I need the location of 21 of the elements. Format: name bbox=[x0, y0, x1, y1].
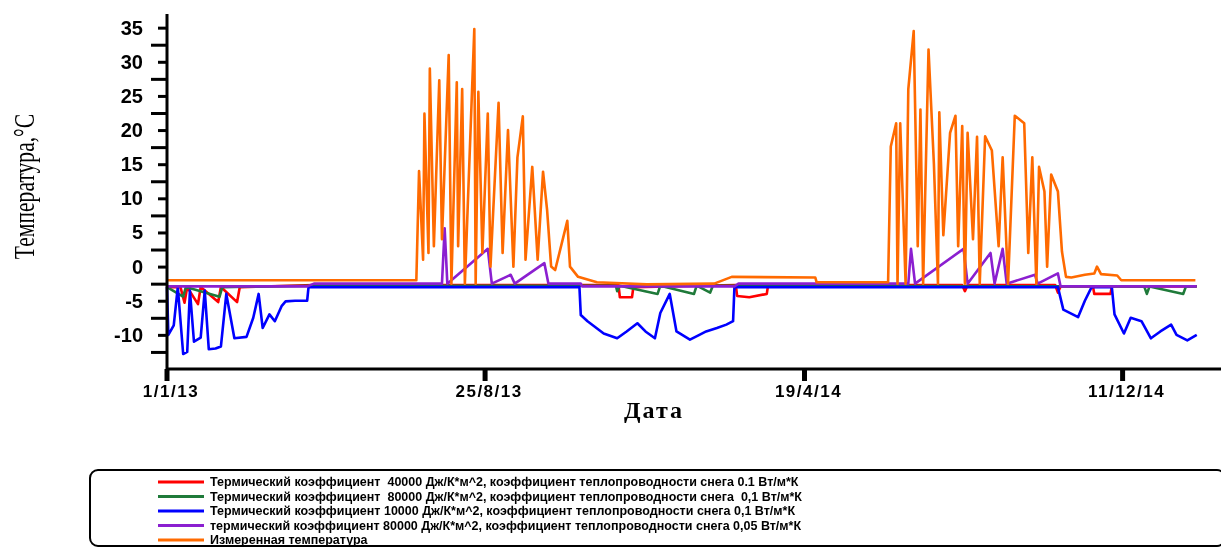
legend-label: Измеренная температура bbox=[210, 533, 369, 548]
legend-label: Термический коэффициент 10000 Дж/К*м^2, коэффициент теплопроводности снега 0,1 Вт/м*К bbox=[210, 504, 796, 519]
x-tick-label: 19/4/14 bbox=[774, 382, 843, 401]
legend-label: Термический коэффициент 80000 Дж/К*м^2, коэффициент теплопроводности снега 0,1 Вт/м*К bbox=[210, 489, 803, 504]
y-tick-label: 10 bbox=[120, 187, 143, 210]
y-axis-title: Температура,°C bbox=[7, 113, 41, 260]
x-tick-label: 1/1/13 bbox=[142, 382, 200, 401]
y-tick-label: 30 bbox=[120, 50, 143, 73]
y-tick-label: 25 bbox=[120, 84, 143, 107]
y-tick-label: -10 bbox=[114, 323, 143, 346]
legend-label: термический коэффициент 80000 Дж/К*м^2, коэффициент теплопроводности снега 0,05 Вт/м*К bbox=[210, 518, 802, 533]
y-tick-label: 15 bbox=[120, 153, 143, 176]
y-tick-label: 20 bbox=[120, 118, 143, 141]
y-tick-label: -5 bbox=[125, 289, 143, 312]
x-axis-title: Дата bbox=[624, 397, 684, 423]
x-tick-label: 25/8/13 bbox=[455, 382, 523, 401]
legend-label: Термический коэффициент 40000 Дж/К*м^2, коэффициент теплопроводности снега 0.1 Вт/м*К bbox=[210, 475, 799, 490]
y-tick-label: 35 bbox=[120, 16, 143, 39]
x-tick-label: 11/12/14 bbox=[1087, 382, 1166, 401]
y-tick-label: 5 bbox=[131, 221, 143, 244]
y-tick-label: 0 bbox=[131, 255, 143, 278]
